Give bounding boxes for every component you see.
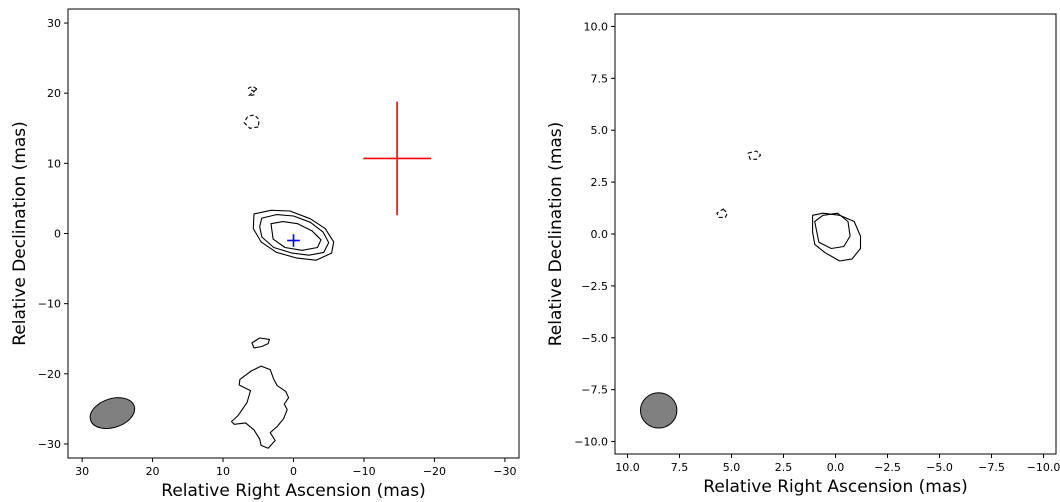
right-x-tick-label: −10.0 xyxy=(1027,461,1060,474)
right-panel: 10.0 7.5 5.0 2.5 0.0 −2.5 −5.0 −7.5 −10.0 −10.0 −… xyxy=(546,13,1060,497)
right-contour-1 xyxy=(814,212,851,250)
left-x-axis-label: Relative Right Ascension (mas) xyxy=(161,481,425,501)
right-x-tick-label: −7.5 xyxy=(978,461,1005,474)
right-x-tick-label: 2.5 xyxy=(775,461,793,474)
left-contour-negative-7 xyxy=(247,85,258,97)
left-beam-ellipse xyxy=(89,397,136,430)
right-x-axis-label: Relative Right Ascension (mas) xyxy=(703,477,967,497)
left-y-tick-label: 30 xyxy=(47,17,61,30)
right-y-tick-label: −5.0 xyxy=(581,332,608,345)
right-y-axis-label: Relative Declination (mas) xyxy=(546,122,566,347)
right-y-tick-label: −7.5 xyxy=(581,384,608,397)
left-contour-3 xyxy=(270,221,322,251)
right-plot-frame xyxy=(614,13,1057,455)
right-y-tick-label: 2.5 xyxy=(591,176,609,189)
left-x-tick-label: 10 xyxy=(216,465,230,478)
left-position-cross-1 xyxy=(363,101,431,216)
left-position-cross-2 xyxy=(287,234,300,247)
left-x-tick-label: 30 xyxy=(75,465,89,478)
left-contour-2 xyxy=(259,214,330,256)
left-plot-frame xyxy=(67,8,520,459)
left-x-tick-label: −30 xyxy=(493,465,516,478)
right-contour-2 xyxy=(812,212,862,262)
right-x-tick-label: 5.0 xyxy=(723,461,741,474)
left-y-tick-label: 10 xyxy=(47,157,61,170)
right-y-tick-label: 7.5 xyxy=(591,72,609,85)
right-x-tick-label: 0.0 xyxy=(827,461,845,474)
left-y-tick-label: −10 xyxy=(38,298,61,311)
right-y-tick-label: 5.0 xyxy=(591,124,609,137)
left-x-tick-label: −10 xyxy=(352,465,375,478)
left-contour-5 xyxy=(230,365,290,449)
left-y-tick-label: −30 xyxy=(38,438,61,451)
left-x-tick-label: 20 xyxy=(146,465,160,478)
right-y-tick-label: −10.0 xyxy=(574,436,608,449)
left-y-axis-label: Relative Declination (mas) xyxy=(10,121,30,346)
right-y-tick-label: −2.5 xyxy=(581,280,608,293)
right-beam-ellipse xyxy=(639,392,678,429)
left-contour-4 xyxy=(251,337,271,349)
left-contour-1 xyxy=(252,209,335,261)
left-contour-negative-6 xyxy=(243,114,260,129)
right-contour-negative-3 xyxy=(747,150,762,160)
right-x-tick-label: 10.0 xyxy=(615,461,640,474)
right-x-tick-label: −5.0 xyxy=(926,461,953,474)
right-y-tick-label: 10.0 xyxy=(584,20,609,33)
right-x-tick-label: −2.5 xyxy=(874,461,901,474)
left-x-tick-label: 0 xyxy=(290,465,297,478)
left-x-tick-label: −20 xyxy=(423,465,446,478)
left-y-tick-label: 0 xyxy=(54,228,61,241)
left-panel: 30 20 10 0 −10 −20 −30 −30 −20 −10 0 10 20 30 Relati… xyxy=(10,8,520,501)
right-x-tick-label: 7.5 xyxy=(671,461,689,474)
left-y-tick-label: 20 xyxy=(47,87,61,100)
right-contour-negative-4 xyxy=(716,208,728,218)
right-y-tick-label: 0.0 xyxy=(591,228,609,241)
left-y-tick-label: −20 xyxy=(38,368,61,381)
